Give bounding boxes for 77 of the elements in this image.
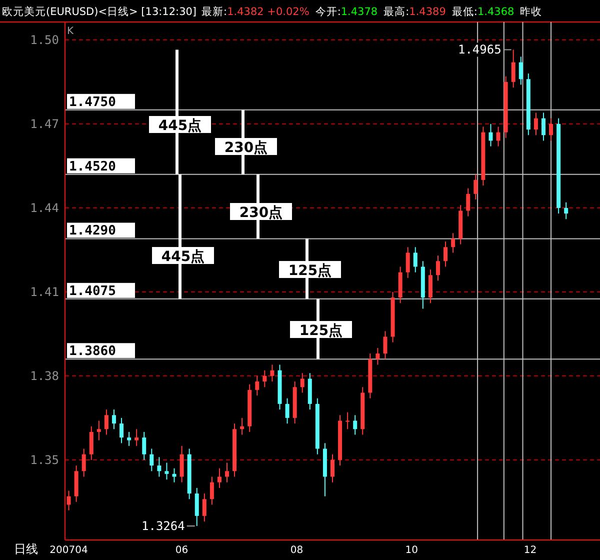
annotation: 125点: [299, 322, 343, 339]
annotation: 230点: [224, 140, 268, 156]
candlestick: [150, 448, 154, 472]
y-tick-label: 1.35: [30, 453, 59, 468]
annotation: K: [67, 26, 74, 37]
text: 今开:1.4378: [315, 6, 378, 18]
candlestick: [406, 246, 410, 278]
annotation: 230点: [239, 204, 283, 221]
candlestick: [120, 417, 124, 444]
candlestick: [436, 255, 440, 282]
candlestick: [346, 412, 350, 430]
candlestick: [157, 456, 162, 478]
x-tick-label: 06: [175, 545, 188, 556]
text: 昨收: [520, 6, 542, 18]
candlestick: [112, 409, 116, 430]
ref-line-label: 1.4075: [69, 284, 116, 299]
candlestick: [376, 347, 380, 366]
text: 最高:1.4389: [384, 6, 446, 18]
chart-title: 欧元美元(EURUSD)<日线> [13:12:30]: [2, 5, 197, 18]
candlestick: [164, 462, 169, 480]
x-tick-label: 200704: [50, 545, 88, 556]
y-tick-label: 1.44: [30, 201, 59, 216]
y-tick-label: 1.38: [30, 369, 59, 384]
candlestick: [488, 123, 493, 147]
x-tick-label: 10: [405, 545, 418, 556]
candlestick: [330, 454, 334, 483]
candlestick: [413, 246, 418, 273]
candlestick: [496, 126, 500, 147]
annotation: 1.3264: [142, 519, 185, 533]
candlestick: [511, 49, 516, 88]
candlestick: [451, 232, 456, 254]
candlestick: [564, 202, 568, 220]
candlestick: [262, 370, 267, 388]
candlestick: [134, 428, 139, 446]
candlestick: [270, 364, 274, 382]
ref-line-label: 1.4520: [69, 159, 116, 174]
candlestick: [285, 398, 290, 424]
candlestick: [66, 490, 71, 511]
annotation: 1.4965: [458, 42, 502, 57]
annotation: 445点: [158, 118, 202, 134]
y-tick-label: 1.41: [30, 285, 59, 300]
candlestick: [474, 174, 478, 200]
candlestick: [518, 56, 523, 86]
ref-line-label: 1.4290: [69, 224, 116, 239]
ref-line-label: 1.3860: [69, 344, 116, 360]
candlestick: [225, 462, 230, 483]
text: 最低:1.4368: [452, 6, 514, 18]
annotation: 125点: [288, 262, 332, 279]
candlestick: [466, 188, 470, 217]
candlestick: [255, 375, 260, 396]
candlestick: [444, 241, 448, 268]
x-axis-title: 日线: [14, 542, 38, 556]
candlestick: [217, 468, 222, 488]
y-tick-label: 1.50: [30, 33, 59, 48]
candlestick: [194, 487, 199, 526]
ref-line-label: 1.4750: [69, 94, 116, 110]
candlestick: [82, 448, 86, 478]
candlestick: [180, 445, 184, 483]
x-tick-label: 12: [524, 545, 537, 556]
candlestick: [353, 414, 358, 436]
candlestick: [534, 112, 538, 136]
candlestick: [142, 431, 146, 460]
text: 最新:1.4382 +0.02%: [202, 6, 310, 18]
candlestick: [549, 118, 554, 142]
candlestick: [96, 420, 101, 441]
annotation: 445点: [161, 248, 205, 265]
candlestick: [210, 476, 214, 506]
candlestick: [104, 409, 108, 436]
candlestick: [428, 269, 432, 304]
candlestick: [127, 431, 132, 446]
x-tick-label: 08: [290, 545, 304, 556]
candlestick: [89, 426, 94, 460]
candlestick: [202, 493, 206, 522]
candlestick: [541, 112, 546, 142]
candlestick: [300, 372, 304, 394]
y-tick-label: 1.47: [30, 117, 59, 132]
candlestick: [383, 330, 388, 360]
